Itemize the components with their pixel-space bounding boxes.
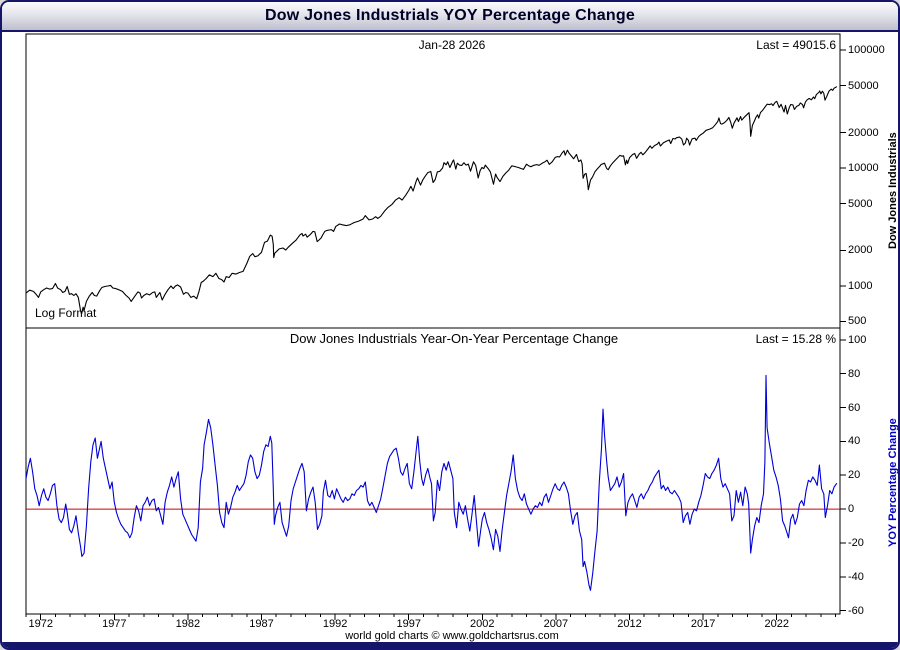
bottom-y-tick-label: 80 xyxy=(848,367,861,380)
bottom-y-axis-title: YOY Percentage Change xyxy=(887,418,899,547)
x-axis-tick-label: 2002 xyxy=(470,618,495,630)
page-title: Dow Jones Industrials YOY Percentage Cha… xyxy=(265,7,635,24)
bottom-y-tick-label: -60 xyxy=(848,604,864,617)
top-y-axis-title: Dow Jones Industrials xyxy=(887,132,899,249)
title-bar: Dow Jones Industrials YOY Percentage Cha… xyxy=(2,2,898,32)
yoy-change-line xyxy=(25,374,838,591)
top-y-tick-label: 500 xyxy=(848,315,867,328)
top-y-tick-label: 2000 xyxy=(848,244,873,257)
top-y-tick-label: 1000 xyxy=(848,279,873,292)
bottom-y-tick-label: 60 xyxy=(848,401,861,414)
yoy-last-value-label: Last = 15.28 % xyxy=(755,332,836,346)
top-y-tick-label: 10000 xyxy=(848,162,879,175)
x-axis-tick-label: 1977 xyxy=(102,618,127,630)
bottom-y-tick-label: 40 xyxy=(848,435,861,448)
bottom-y-tick-label: 20 xyxy=(848,469,861,482)
top-y-tick-label: 50000 xyxy=(848,79,879,92)
bottom-frame-bar xyxy=(2,642,898,648)
x-axis-tick-label: 2012 xyxy=(617,618,642,630)
x-axis-tick-label: 1997 xyxy=(396,618,421,630)
top-y-tick-label: 5000 xyxy=(848,197,873,210)
top-y-tick-label: 100000 xyxy=(848,44,885,57)
bottom-panel-title: Dow Jones Industrials Year-On-Year Perce… xyxy=(289,331,619,346)
bottom-y-tick-label: -20 xyxy=(848,536,864,549)
dow-last-value-label: Last = 49015.6 xyxy=(756,38,836,52)
x-axis-tick-label: 1982 xyxy=(175,618,201,630)
x-axis-tick-label: 1972 xyxy=(28,618,53,630)
x-axis-tick-label: 2007 xyxy=(543,618,569,630)
bottom-y-tick-label: 100 xyxy=(848,333,867,346)
x-axis-tick-label: 1992 xyxy=(322,618,348,630)
x-axis-tick-label: 2022 xyxy=(764,618,789,630)
top-y-tick-label: 20000 xyxy=(848,126,879,139)
bottom-y-tick-label: 0 xyxy=(848,503,855,516)
as-of-date-label: Jan-28 2026 xyxy=(418,38,486,52)
bottom-panel xyxy=(25,327,841,615)
bottom-y-tick-label: -40 xyxy=(848,570,864,583)
x-axis-tick-label: 1987 xyxy=(249,618,274,630)
dow-price-line xyxy=(25,86,838,315)
x-axis-tick-label: 2017 xyxy=(690,618,716,630)
footer-caption: world gold charts © www.goldchartsrus.co… xyxy=(345,630,559,642)
log-format-label: Log Format xyxy=(35,306,97,320)
